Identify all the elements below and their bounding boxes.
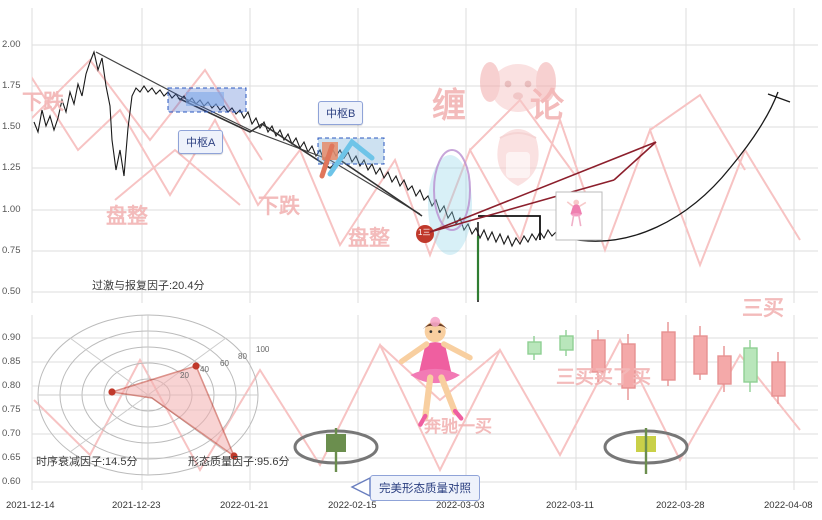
watermark-text: 盘整 bbox=[106, 205, 148, 228]
y-tick-indicator: 0.75 bbox=[2, 404, 21, 415]
x-tick: 2021-12-23 bbox=[112, 500, 161, 511]
perfect-pattern-callout[interactable]: 完美形态质量对照 bbox=[370, 475, 480, 501]
y-tick-indicator: 0.70 bbox=[2, 428, 21, 439]
zhongshu-a-zone bbox=[167, 87, 247, 113]
marker-ring-right bbox=[603, 428, 689, 474]
y-tick-price: 1.25 bbox=[2, 162, 21, 173]
factor-text-time-decay: 时序衰减因子:14.5分 bbox=[36, 456, 138, 468]
x-tick: 2021-12-14 bbox=[6, 500, 55, 511]
price-grid bbox=[31, 8, 818, 303]
watermark-text: 论 bbox=[530, 87, 564, 125]
y-tick-price: 0.50 bbox=[2, 286, 21, 297]
radar-ring-label: 20 bbox=[180, 371, 189, 380]
y-tick-price: 2.00 bbox=[2, 39, 21, 50]
y-tick-indicator: 0.80 bbox=[2, 380, 21, 391]
zhongshu-a-label[interactable]: 中枢A bbox=[178, 130, 224, 154]
y-tick-indicator: 0.90 bbox=[2, 332, 21, 343]
zhongshu-b-zone bbox=[317, 137, 385, 179]
radar-ring-label: 100 bbox=[256, 345, 270, 354]
watermark-lines bbox=[32, 58, 801, 268]
y-tick-indicator: 0.85 bbox=[2, 356, 21, 367]
radar-ring-label: 80 bbox=[238, 352, 247, 361]
dancer-sticker bbox=[398, 316, 473, 427]
x-tick: 2022-04-08 bbox=[764, 500, 813, 511]
marker-ring-left bbox=[293, 428, 379, 472]
y-tick-price: 1.75 bbox=[2, 80, 21, 91]
inset-image-frame bbox=[555, 191, 603, 241]
watermark-text: 缠 bbox=[432, 87, 466, 125]
price-series bbox=[33, 50, 791, 302]
pivot-point-label: 1三 bbox=[418, 228, 431, 237]
y-tick-indicator: 0.65 bbox=[2, 452, 21, 463]
watermark-text: 三买买了买 bbox=[556, 367, 652, 388]
y-tick-price: 1.50 bbox=[2, 121, 21, 132]
candlestick-series bbox=[527, 322, 786, 404]
y-tick-price: 0.75 bbox=[2, 245, 21, 256]
pivot-marker bbox=[416, 225, 434, 243]
callout-arrow bbox=[350, 476, 371, 498]
watermark-text: 三买 bbox=[742, 297, 784, 320]
pivot-highlight-ellipse bbox=[428, 149, 472, 255]
radar-ring-label: 40 bbox=[200, 365, 209, 374]
x-tick: 2022-03-11 bbox=[546, 500, 594, 511]
watermark-text: 下跌 bbox=[258, 195, 300, 218]
x-tick: 2022-02-15 bbox=[328, 500, 377, 511]
y-tick-price: 1.00 bbox=[2, 204, 21, 215]
watermark-text: 下跌 bbox=[22, 91, 64, 114]
y-tick-indicator: 0.60 bbox=[2, 476, 21, 487]
radar-ring-label: 60 bbox=[220, 359, 229, 368]
zhongshu-b-label[interactable]: 中枢B bbox=[318, 101, 364, 125]
watermark-text: 奔驰一买 bbox=[424, 417, 492, 436]
watermark-text: 盘整 bbox=[348, 227, 390, 250]
x-tick: 2022-01-21 bbox=[220, 500, 269, 511]
dog-watermark-icon bbox=[480, 62, 556, 186]
radar-chart bbox=[37, 314, 259, 476]
x-tick: 2022-03-03 bbox=[436, 500, 485, 511]
factor-text-overreaction: 过激与报复因子:20.4分 bbox=[92, 280, 205, 292]
factor-text-pattern-quality: 形态质量因子:95.6分 bbox=[188, 456, 290, 468]
divergence-wedge bbox=[429, 141, 657, 233]
x-tick: 2022-03-28 bbox=[656, 500, 705, 511]
